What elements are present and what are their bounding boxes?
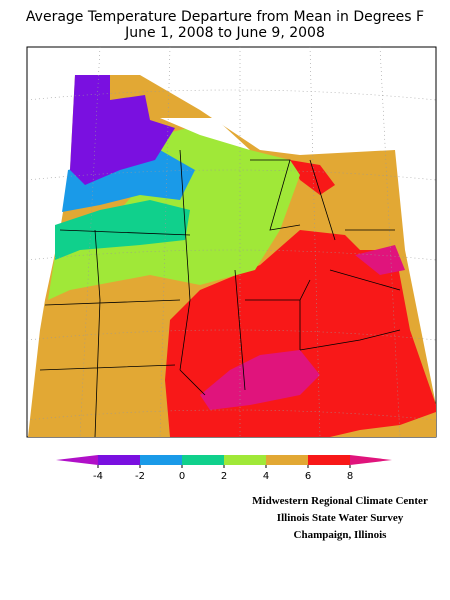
graticule [26,46,437,438]
region-magenta [200,350,320,410]
legend-swatch [350,455,392,465]
legend-tick-label: -2 [135,471,145,482]
legend-swatch [224,455,266,465]
region-magenta-east [355,245,405,275]
credit-line: Champaign, Illinois [294,529,388,541]
legend-tick-label: 6 [305,471,311,482]
region-purple [70,75,175,185]
legend-swatch [56,455,98,465]
legend-tick-label: 4 [263,471,269,482]
legend-tick-label: 0 [179,471,185,482]
legend: -4 -2 0 2 4 6 8 [56,455,392,482]
state-borders [39,149,401,438]
legend-swatch [140,455,182,465]
credit-line: Midwestern Regional Climate Center [252,495,428,507]
region-red-north [290,160,335,195]
legend-tick-label: 2 [221,471,227,482]
legend-tick-label: 8 [347,471,353,482]
legend-swatch [98,455,140,465]
credit-line: Illinois State Water Survey [277,512,404,524]
title-line-2: June 1, 2008 to June 9, 2008 [124,25,325,41]
region-teal [55,200,190,260]
legend-swatch [266,455,308,465]
legend-swatch [308,455,350,465]
legend-tick-label: -4 [93,471,103,482]
map [26,46,437,438]
legend-swatch [182,455,224,465]
lake-superior [160,118,250,150]
title-line-1: Average Temperature Departure from Mean … [26,9,424,25]
